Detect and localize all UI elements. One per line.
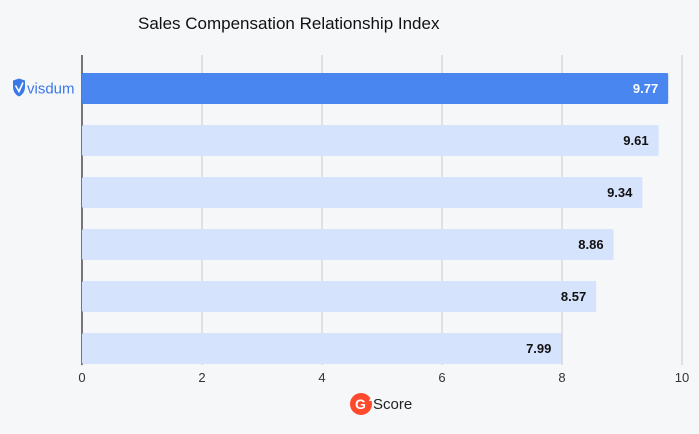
bar — [82, 281, 597, 312]
shield-logo-icon — [13, 78, 25, 97]
chart-title: Sales Compensation Relationship Index — [138, 14, 440, 33]
data-label: 8.57 — [561, 289, 586, 304]
g2-logo-letter: G — [355, 396, 366, 412]
shield-check-mark — [14, 82, 24, 94]
data-label: 9.77 — [633, 81, 658, 96]
x-tick-label: 6 — [438, 370, 445, 385]
data-label: 8.86 — [578, 237, 603, 252]
bar — [82, 333, 562, 364]
x-axis-title: Score — [373, 396, 412, 413]
data-label: 9.34 — [607, 185, 633, 200]
bar — [82, 177, 643, 208]
bar — [82, 73, 669, 104]
x-tick-label: 8 — [558, 370, 565, 385]
bar — [82, 125, 659, 156]
g2-logo-icon — [350, 393, 372, 415]
x-tick-label: 2 — [198, 370, 205, 385]
data-label: 7.99 — [526, 341, 551, 356]
g2-logo-sup: 2 — [369, 394, 374, 403]
category-label-visdum: visdum — [27, 81, 75, 98]
x-tick-label: 4 — [318, 370, 325, 385]
x-tick-label: 0 — [78, 370, 85, 385]
data-label: 9.61 — [623, 133, 648, 148]
x-tick-label: 10 — [675, 370, 689, 385]
bar — [82, 229, 614, 260]
